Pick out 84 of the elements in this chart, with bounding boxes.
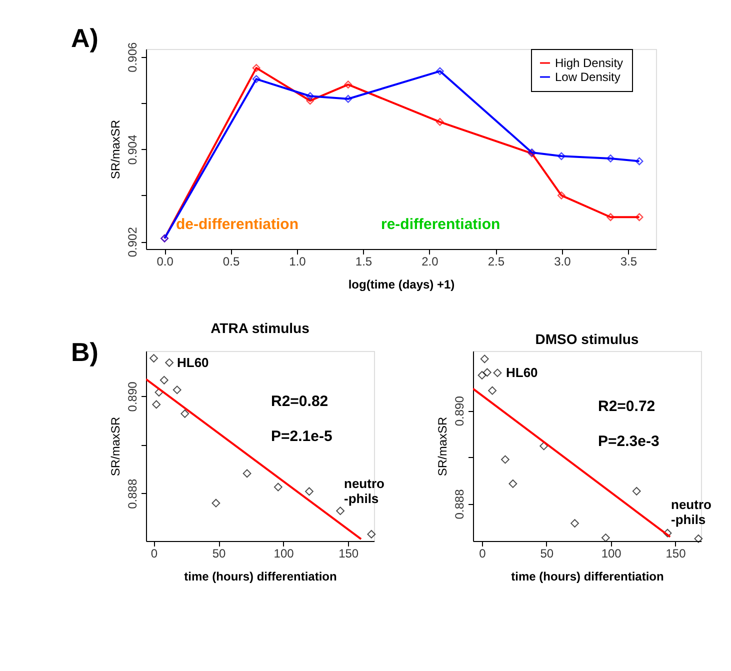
y-tick-label: 0.902	[126, 226, 140, 258]
point	[482, 368, 492, 377]
point	[344, 94, 352, 103]
legend-label: Low Density	[555, 70, 620, 84]
annotation: R2=0.72	[598, 398, 656, 415]
annotation: HL60	[506, 365, 538, 380]
point	[306, 96, 314, 105]
point	[570, 519, 579, 528]
x-tick-label: 3.5	[620, 254, 638, 268]
point	[480, 354, 489, 364]
point	[601, 534, 610, 542]
x-tick-label: 0.5	[222, 254, 240, 268]
x-tick-label: 100	[274, 546, 294, 560]
x-axis-title: time (hours) differentiation	[184, 570, 337, 584]
y-axis-title: SR/maxSR	[108, 416, 122, 476]
point	[557, 152, 566, 160]
y-tick-label: 0.888	[452, 488, 466, 520]
chart-title: ATRA stimulus	[210, 320, 310, 336]
annotation: P=2.1e-5	[271, 428, 332, 445]
text: B)	[71, 337, 98, 367]
text: A)	[71, 23, 98, 53]
point	[694, 534, 703, 543]
y-axis-title: SR/maxSR	[436, 416, 450, 476]
point	[172, 386, 182, 394]
point	[152, 400, 161, 409]
x-tick-label: 2.0	[422, 254, 439, 268]
point	[367, 530, 376, 538]
annotation: P=2.3e-3	[598, 433, 660, 450]
x-tick-label: 2.5	[488, 254, 505, 268]
point	[212, 498, 220, 508]
point	[436, 67, 444, 76]
point	[540, 442, 548, 450]
x-tick-label: 3.0	[554, 254, 572, 268]
point	[606, 213, 615, 222]
point	[606, 154, 615, 162]
point	[165, 358, 174, 367]
point	[242, 469, 252, 478]
annotation: neutro -phils	[344, 476, 384, 506]
y-tick-label: 0.890	[452, 396, 466, 426]
annotation: neutro -phils	[671, 497, 712, 527]
point	[632, 486, 641, 496]
x-tick-label: 150	[666, 546, 686, 560]
x-tick-label: 150	[338, 546, 359, 560]
point	[180, 409, 190, 418]
annotation: de-differentiation	[176, 216, 298, 233]
point	[493, 368, 502, 378]
point	[488, 386, 497, 395]
point	[274, 482, 282, 492]
point	[508, 480, 518, 488]
point	[150, 354, 158, 362]
x-tick-label: 1.5	[355, 254, 372, 268]
x-tick-label: 0	[479, 546, 486, 560]
point	[635, 213, 644, 222]
x-tick-label: 50	[212, 546, 226, 560]
point	[344, 80, 352, 89]
point	[500, 455, 510, 464]
point	[336, 506, 345, 516]
y-tick-label: 0.906	[126, 42, 140, 72]
point	[663, 528, 672, 538]
point	[436, 118, 444, 126]
annotation: R2=0.82	[271, 393, 328, 410]
annotation: HL60	[177, 355, 209, 370]
chart-title: DMSO stimulus	[535, 331, 639, 347]
point	[252, 75, 260, 83]
x-tick-label: 0.0	[156, 254, 174, 268]
point	[252, 64, 260, 72]
y-tick-label: 0.890	[126, 381, 140, 412]
y-tick-label: 0.904	[126, 134, 140, 165]
x-tick-label: 1.0	[289, 254, 306, 268]
y-axis-title: SR/maxSR	[108, 119, 122, 180]
point	[557, 191, 566, 200]
y-tick-label: 0.888	[126, 478, 140, 509]
x-axis-title: log(time (days) +1)	[348, 278, 455, 292]
point	[306, 92, 314, 100]
x-tick-label: 0	[150, 546, 158, 560]
point	[160, 376, 168, 384]
annotation: re-differentiation	[381, 216, 500, 233]
x-tick-label: 100	[601, 546, 622, 560]
x-axis-title: time (hours) differentiation	[511, 570, 664, 584]
point	[305, 487, 314, 496]
x-tick-label: 50	[540, 546, 554, 560]
point	[635, 157, 644, 166]
legend-label: High Density	[555, 56, 624, 70]
point	[478, 371, 486, 380]
